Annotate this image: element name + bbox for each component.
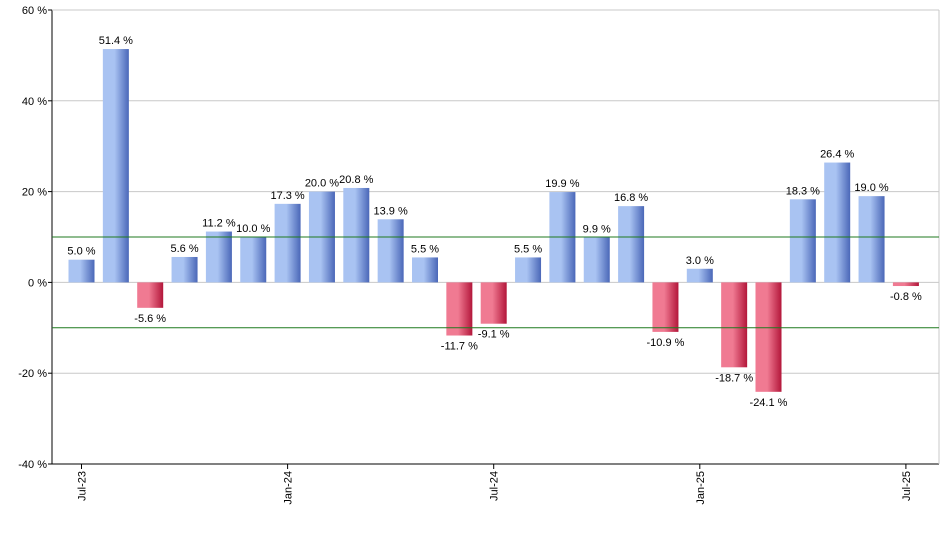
y-tick-label: 60 % bbox=[22, 5, 47, 17]
data-label: 9.9 % bbox=[583, 223, 611, 235]
bar bbox=[137, 282, 164, 308]
bar bbox=[412, 257, 438, 283]
bar bbox=[892, 282, 919, 287]
data-label: 20.0 % bbox=[305, 178, 339, 190]
bar bbox=[789, 199, 816, 283]
data-label: 13.9 % bbox=[374, 205, 408, 217]
x-tick-label: Jan-24 bbox=[283, 471, 295, 505]
data-label: 11.2 % bbox=[202, 218, 236, 230]
data-label: 51.4 % bbox=[99, 35, 133, 47]
data-label: 20.8 % bbox=[339, 174, 373, 186]
bar bbox=[446, 282, 473, 336]
reference-lines bbox=[52, 236, 939, 329]
axes: 60 % 40 % 20 % 0 % -20 % -40 % Jul-23 Jan-24 Jul… bbox=[18, 5, 940, 505]
y-tick-label: 20 % bbox=[22, 187, 47, 199]
data-label: -5.6 % bbox=[134, 313, 166, 325]
bar bbox=[240, 237, 267, 283]
bar bbox=[515, 257, 542, 283]
bar bbox=[377, 219, 404, 283]
data-label: 19.9 % bbox=[545, 178, 579, 190]
bar bbox=[68, 259, 95, 283]
y-tick-label: 40 % bbox=[22, 96, 47, 108]
bar bbox=[686, 268, 713, 283]
data-label: 18.3 % bbox=[786, 185, 820, 197]
data-label: 16.8 % bbox=[614, 192, 648, 204]
data-label: 3.0 % bbox=[686, 255, 714, 267]
bar bbox=[102, 49, 129, 283]
data-label: 5.5 % bbox=[411, 243, 439, 255]
data-label: 17.3 % bbox=[270, 190, 304, 202]
data-label: -24.1 % bbox=[750, 397, 788, 409]
data-labels: 5.0 % 51.4 % -5.6 % 5.6 % 11.2 % 10.0 % 17.3 %… bbox=[67, 35, 922, 409]
data-label: -11.7 % bbox=[441, 341, 478, 353]
bar bbox=[618, 206, 645, 283]
data-label: -18.7 % bbox=[715, 372, 753, 384]
data-label: -0.8 % bbox=[890, 291, 922, 303]
bar bbox=[652, 282, 679, 332]
data-label: 26.4 % bbox=[820, 149, 854, 161]
data-label: 19.0 % bbox=[854, 182, 888, 194]
bar bbox=[343, 187, 370, 283]
x-tick-label: Jul-24 bbox=[489, 471, 501, 501]
data-label: 5.0 % bbox=[67, 246, 95, 258]
data-label: 5.5 % bbox=[514, 243, 542, 255]
x-tick-label: Jul-25 bbox=[901, 471, 913, 501]
bar bbox=[824, 162, 851, 283]
bar bbox=[858, 196, 885, 283]
bar bbox=[583, 237, 610, 283]
data-label: 5.6 % bbox=[170, 243, 198, 255]
data-label: 10.0 % bbox=[236, 223, 270, 235]
bar bbox=[274, 203, 301, 283]
x-tick-label: Jul-23 bbox=[77, 471, 89, 501]
bars bbox=[68, 49, 919, 392]
bar bbox=[171, 256, 198, 283]
x-tick-label: Jan-25 bbox=[695, 471, 707, 505]
y-tick-label: -40 % bbox=[18, 459, 47, 471]
bar bbox=[755, 282, 782, 392]
bar bbox=[205, 231, 232, 283]
data-label: -10.9 % bbox=[646, 337, 684, 349]
data-label: -9.1 % bbox=[478, 329, 510, 341]
y-tick-label: 0 % bbox=[28, 277, 47, 289]
y-tick-label: -20 % bbox=[18, 368, 47, 380]
bar bbox=[480, 282, 507, 324]
bar bbox=[721, 282, 748, 368]
